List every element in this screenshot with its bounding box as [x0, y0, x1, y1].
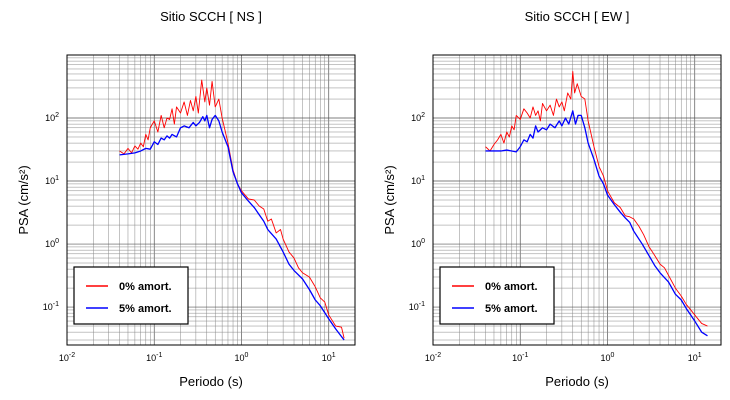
legend-label-0pct: 0% amort. — [485, 281, 538, 293]
series-line-0pct — [119, 79, 345, 339]
y-tick-label: 10-1 — [43, 301, 59, 312]
series-lines — [119, 79, 345, 341]
legend-box — [439, 266, 555, 325]
y-tick-label: 101 — [411, 175, 425, 186]
chart-panel-ns: 10-2 10-1 100 101 10-1 100 101 102 Sitio SCCH … — [16, 9, 356, 389]
series-lines — [485, 70, 708, 337]
x-tick-labels: 10-2 10-1 100 101 — [59, 352, 336, 363]
x-tick-labels: 10-2 10-1 100 101 — [425, 352, 702, 363]
y-axis-label: PSA (cm/s²) — [16, 165, 31, 234]
legend-label-0pct: 0% amort. — [119, 281, 172, 293]
legend-box — [73, 266, 189, 325]
legend: 0% amort. 5% amort. — [73, 266, 189, 325]
plot-frame — [66, 54, 356, 346]
x-tick-label: 101 — [688, 352, 702, 363]
y-axis-label: PSA (cm/s²) — [382, 165, 397, 234]
chart-title: Sitio SCCH [ NS ] — [160, 9, 262, 24]
x-tick-label: 10-2 — [59, 352, 75, 363]
x-tick-label: 100 — [235, 352, 249, 363]
y-tick-label: 100 — [411, 238, 425, 249]
chart-title: Sitio SCCH [ EW ] — [525, 9, 630, 24]
x-axis-label: Periodo (s) — [545, 374, 609, 389]
chart-panel-ew: 10-2 10-1 100 101 10-1 100 101 102 Sitio SCCH … — [382, 9, 722, 389]
legend: 0% amort. 5% amort. — [439, 266, 555, 325]
legend-label-5pct: 5% amort. — [485, 303, 538, 315]
x-tick-label: 101 — [322, 352, 336, 363]
series-line-5pct — [485, 110, 708, 337]
y-tick-label: 100 — [45, 238, 59, 249]
x-tick-label: 10-1 — [146, 352, 162, 363]
y-tick-label: 10-1 — [409, 301, 425, 312]
x-tick-label: 100 — [601, 352, 615, 363]
series-line-0pct — [485, 70, 708, 327]
grid-lines — [66, 54, 356, 345]
series-line-5pct — [119, 114, 345, 341]
x-tick-label: 10-2 — [425, 352, 441, 363]
y-tick-labels: 10-1 100 101 102 — [43, 112, 59, 312]
x-tick-label: 10-1 — [512, 352, 528, 363]
plot-frame — [432, 54, 722, 346]
legend-label-5pct: 5% amort. — [119, 303, 172, 315]
y-tick-label: 102 — [411, 112, 425, 123]
y-tick-labels: 10-1 100 101 102 — [409, 112, 425, 312]
y-tick-label: 102 — [45, 112, 59, 123]
y-tick-label: 101 — [45, 175, 59, 186]
x-axis-label: Periodo (s) — [179, 374, 243, 389]
